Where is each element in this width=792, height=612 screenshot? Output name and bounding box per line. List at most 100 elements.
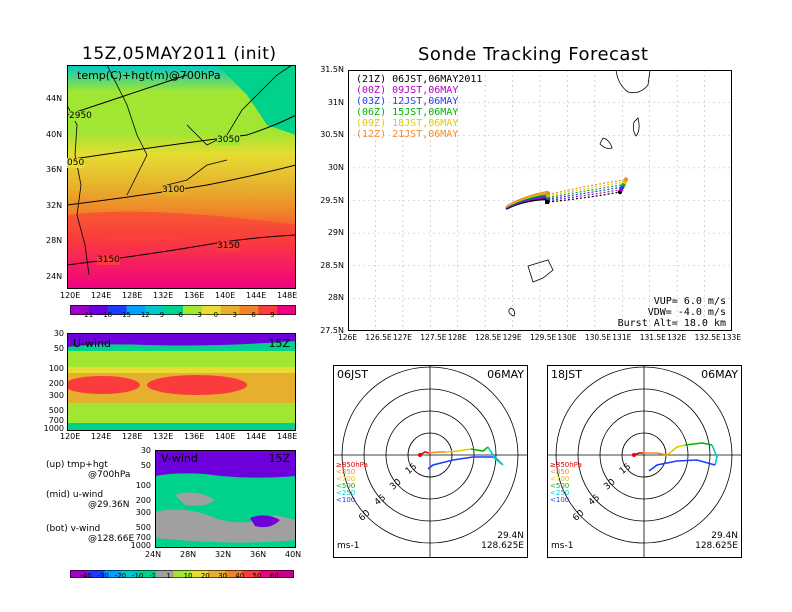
- island-ne: [632, 117, 640, 137]
- lon-tick-label: 124E: [91, 432, 112, 441]
- lat-tick-label: 32N: [46, 200, 63, 210]
- colorbar-tick-label: 50: [252, 572, 262, 580]
- island-ne-2: [599, 137, 613, 149]
- pressure-tick-label: 100: [48, 364, 64, 373]
- colorbar-swatch: [87, 570, 105, 578]
- lat-tick-label: 27.5N: [320, 326, 344, 335]
- colorbar-swatch: [259, 570, 278, 578]
- note-mid-line1: (mid) u-wind: [46, 490, 104, 500]
- hodo-left-lon: 128.625E: [481, 541, 524, 551]
- lat-tick-label: 28N: [180, 550, 197, 559]
- lon-tick-label: 148E: [277, 291, 298, 300]
- colorbar-tick-label: -20: [114, 572, 127, 580]
- colorbar-tick-label: -18: [100, 311, 113, 319]
- hodo-left-time: 06JST: [337, 368, 368, 381]
- v-wind-svg: [155, 450, 296, 548]
- lat-tick-label: 28N: [327, 293, 344, 303]
- hodo-left-level-0: ≥850hPa: [336, 461, 368, 469]
- lat-tick-label: 29.5N: [320, 195, 344, 205]
- lon-tick-label: 140E: [215, 432, 236, 441]
- param-vdw: VDW= -4.0 m/s: [647, 307, 726, 318]
- u-wind-time: 15Z: [268, 337, 290, 350]
- hodo-left: 15 30 45 60 06JST 06MAY ≥850hPa <850 <700 <…: [333, 365, 528, 558]
- u-wind-svg: [64, 333, 296, 431]
- hodo-right-unit: ms-1: [551, 541, 574, 551]
- pressure-tick-label: 700: [135, 533, 151, 542]
- colorbar-tick-label: -12: [138, 311, 150, 319]
- pressure-tick-label: 500: [48, 406, 64, 415]
- lon-tick-label: 128E: [447, 333, 467, 342]
- legend-entry-00z: (00Z) 09JST,06MAY: [356, 85, 459, 96]
- colorbar-swatch: [183, 305, 203, 315]
- note-bot-line1: (bot) v-wind: [46, 524, 101, 534]
- colorbar-swatch: [277, 305, 297, 315]
- lon-tick-label: 129E: [502, 333, 522, 342]
- lon-tick-label: 129.5E: [530, 333, 557, 342]
- pressure-tick-label: 700: [48, 416, 64, 425]
- pressure-tick-label: 100: [135, 481, 151, 490]
- lon-tick-label: 126.5E: [365, 333, 392, 342]
- colorbar-tick-label: -30: [97, 572, 109, 580]
- pressure-tick-label: 50: [53, 344, 64, 353]
- lon-tick-label: 131E: [612, 333, 632, 342]
- colorbar-swatch: [121, 570, 140, 578]
- v-wind-gray-1: [155, 509, 296, 543]
- pressure-tick-label: 500: [135, 523, 151, 532]
- colorbar-swatch: [207, 570, 226, 578]
- lat-tick-label: 44N: [46, 94, 63, 103]
- pressure-tick-label: 200: [48, 379, 64, 388]
- colorbar-swatch: [173, 570, 192, 578]
- island-small: [508, 307, 515, 317]
- cold-region: [217, 65, 296, 135]
- colorbar-tick-label: -9: [157, 311, 165, 319]
- colorbar-swatch: [70, 570, 88, 578]
- lon-tick-label: 130.5E: [584, 333, 612, 342]
- pressure-tick-label: 1000: [130, 541, 151, 550]
- lat-tick-label: 31N: [327, 97, 344, 107]
- pressure-tick-label: 30: [53, 329, 64, 338]
- hodo-left-level-5: <100: [336, 496, 356, 504]
- colorbar-tick-label: -10: [131, 572, 144, 580]
- lat-tick-label: 36N: [46, 165, 63, 174]
- colorbar-tick-label: 60: [269, 572, 279, 580]
- tracks: [505, 177, 629, 210]
- hodo-right-lon: 128.625E: [695, 541, 738, 551]
- lat-tick-label: 36N: [250, 550, 267, 559]
- colorbar-swatch: [258, 305, 278, 315]
- hodo-right-time: 18JST: [551, 368, 582, 381]
- lon-tick-label: 124E: [91, 291, 112, 300]
- colorbar-swatch: [201, 305, 222, 315]
- warm-band: [67, 211, 296, 245]
- colorbar-tick-label: 6: [251, 311, 256, 319]
- contour-label-4: 3100: [162, 185, 185, 195]
- colorbar-swatch: [242, 570, 261, 578]
- hodo-right-level-1: <850: [550, 468, 570, 476]
- wind-colorbar-svg: [70, 570, 295, 578]
- temp-map-svg: [66, 64, 297, 289]
- contour-label-5: 3150: [217, 241, 240, 251]
- lon-tick-label: 148E: [277, 432, 298, 441]
- contour-label-2: 3050: [217, 135, 240, 145]
- left-title: 15Z,05MAY2011 (init): [82, 44, 277, 64]
- note-mid: (mid) u-wind @29.36N: [46, 490, 130, 510]
- pressure-tick-label: 200: [135, 496, 151, 505]
- note-up-line1: (up) tmp+hgt: [46, 460, 108, 470]
- temp-map-panel: temp(C)+hgt(m)@700hPa 2950 3050 050 3100…: [66, 64, 297, 289]
- colorbar-tick-label: 3: [232, 311, 237, 319]
- hodo-right-level-2: <700: [550, 475, 570, 483]
- v-wind-panel: V-wind 15Z: [155, 450, 296, 548]
- lon-tick-label: 133E: [722, 333, 742, 342]
- colorbar-swatch: [104, 570, 123, 578]
- lon-tick-label: 132.5E: [694, 333, 721, 342]
- note-up-line2: @700hPa: [88, 470, 131, 480]
- legend-entry-09z: (09Z) 18JST,06MAY: [356, 118, 459, 129]
- v-wind-time: 15Z: [268, 452, 290, 465]
- colorbar-tick-label: 9: [270, 311, 275, 319]
- legend-entry-03z: (03Z) 12JST,06MAY: [356, 96, 459, 107]
- colorbar-swatch: [190, 570, 209, 578]
- u-wind-panel: U-wind 15Z: [64, 333, 296, 431]
- lon-tick-label: 132E: [667, 333, 687, 342]
- lon-tick-label: 132E: [153, 432, 174, 441]
- colorbar-swatch: [225, 570, 243, 578]
